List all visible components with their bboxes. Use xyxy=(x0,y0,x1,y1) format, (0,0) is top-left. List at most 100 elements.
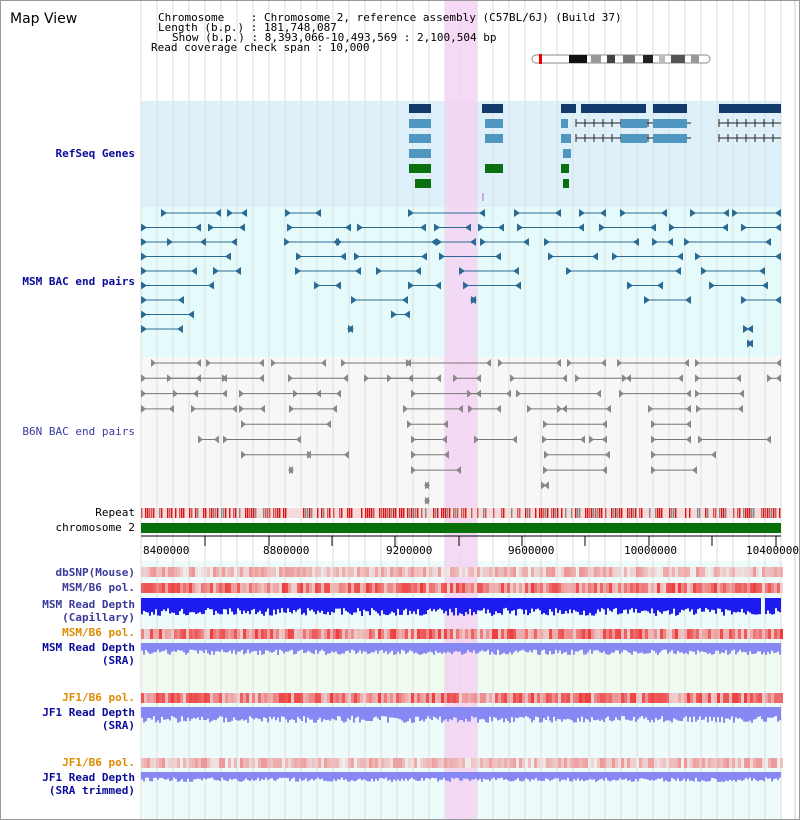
dbsnp-heat-cell xyxy=(321,567,324,577)
jf1-depth-bar xyxy=(557,707,559,719)
jf1-trim-depth-bar xyxy=(633,772,635,782)
msm-capillary-depth-bar xyxy=(301,598,303,615)
track-label-jf1-depth-trim[interactable]: JF1 Read Depth xyxy=(42,771,135,784)
jf1-depth-bar xyxy=(237,707,239,721)
jf1-depth-bar xyxy=(301,707,303,721)
repeat-element xyxy=(593,508,595,518)
msm-b6-pol-heat-cell xyxy=(348,583,351,593)
repeat-element xyxy=(153,508,155,518)
msm-capillary-depth-bar xyxy=(765,598,767,615)
dbsnp-heat-cell xyxy=(225,567,228,577)
jf1-depth-bar xyxy=(257,707,259,719)
msm-b6-pol-heat-cell xyxy=(468,583,471,593)
dbsnp-heat-cell xyxy=(180,567,183,577)
jf1-b6-pol-heat-cell xyxy=(417,693,420,703)
track-label-msm-b6-pol-sra[interactable]: MSM/B6 pol. xyxy=(62,626,135,639)
jf1-b6-pol-heat-cell xyxy=(141,693,144,703)
jf1-trim-depth-bar xyxy=(331,772,333,782)
msm-capillary-depth-bar xyxy=(623,598,625,610)
jf1-b6-pol-trim-heat-cell xyxy=(771,758,774,768)
msm-sra-depth-bar xyxy=(173,643,175,651)
jf1-depth-bar xyxy=(333,707,335,720)
msm-b6-pol-heat-cell xyxy=(192,583,195,593)
repeat-element xyxy=(205,508,207,518)
msm-b6-pol-sra-heat-cell xyxy=(570,629,573,639)
jf1-b6-pol-trim-heat-cell xyxy=(558,758,561,768)
track-label-repeat[interactable]: Repeat xyxy=(95,506,135,519)
msm-b6-pol-sra-heat-cell xyxy=(369,629,372,639)
track-label-b6n-bac[interactable]: B6N BAC end pairs xyxy=(22,425,135,438)
jf1-b6-pol-trim-heat-cell xyxy=(351,758,354,768)
repeat-element xyxy=(775,508,777,518)
jf1-b6-pol-trim-heat-cell xyxy=(525,758,528,768)
jf1-depth-bar xyxy=(755,707,757,719)
jf1-trim-depth-bar xyxy=(249,772,251,782)
repeat-element xyxy=(323,508,325,518)
msm-capillary-depth-bar xyxy=(413,598,415,612)
repeat-element xyxy=(333,508,335,518)
track-label-msm-bac[interactable]: MSM BAC end pairs xyxy=(22,275,135,288)
jf1-trim-depth-bar xyxy=(179,772,181,782)
jf1-b6-pol-heat-cell xyxy=(459,693,462,703)
jf1-trim-depth-bar xyxy=(457,772,459,779)
msm-bac-end xyxy=(415,267,421,275)
track-label-chromosome[interactable]: chromosome 2 xyxy=(55,521,135,534)
msm-capillary-depth-bar xyxy=(649,598,651,614)
track-label-dbsnp[interactable]: dbSNP(Mouse) xyxy=(55,566,135,579)
repeat-element xyxy=(615,508,617,518)
msm-capillary-depth-bar xyxy=(725,598,727,610)
jf1-depth-bar xyxy=(467,707,469,722)
msm-sra-depth-bar xyxy=(267,643,269,651)
jf1-b6-pol-trim-heat-cell xyxy=(702,758,705,768)
track-label-msm-depth-capillary[interactable]: MSM Read Depth xyxy=(42,598,135,611)
track-label-refseq[interactable]: RefSeq Genes xyxy=(55,147,135,160)
dbsnp-heat-cell xyxy=(186,567,189,577)
jf1-b6-pol-trim-heat-cell xyxy=(765,758,768,768)
jf1-trim-depth-bar xyxy=(199,772,201,780)
repeat-element xyxy=(525,508,527,518)
msm-b6-pol-sra-heat-cell xyxy=(585,629,588,639)
repeat-element xyxy=(527,508,529,518)
msm-capillary-depth-bar xyxy=(403,598,405,611)
jf1-trim-depth-bar xyxy=(501,772,503,778)
dbsnp-heat-cell xyxy=(666,567,669,577)
track-label-msm-depth-sra[interactable]: MSM Read Depth xyxy=(42,641,135,654)
msm-capillary-depth-bar xyxy=(371,598,373,609)
track-label-jf1-b6-pol[interactable]: JF1/B6 pol. xyxy=(62,691,135,704)
jf1-b6-pol-trim-heat-cell xyxy=(216,758,219,768)
b6n-bac-end xyxy=(686,404,691,413)
msm-bac-end xyxy=(188,310,194,319)
dbsnp-heat-cell xyxy=(759,567,762,577)
jf1-depth-bar xyxy=(319,707,321,718)
msm-b6-pol-heat-cell xyxy=(156,583,159,593)
jf1-b6-pol-heat-cell xyxy=(375,693,378,703)
track-label-jf1-b6-pol-trim[interactable]: JF1/B6 pol. xyxy=(62,756,135,769)
msm-b6-pol-sra-heat-cell xyxy=(690,629,693,639)
repeat-element xyxy=(273,508,275,518)
jf1-trim-depth-bar xyxy=(515,772,517,780)
jf1-b6-pol-trim-heat-cell xyxy=(144,758,147,768)
msm-b6-pol-heat-cell xyxy=(525,583,528,593)
msm-sra-depth-bar xyxy=(631,643,633,655)
jf1-trim-depth-bar xyxy=(425,772,427,779)
jf1-b6-pol-heat-cell xyxy=(564,693,567,703)
msm-b6-pol-heat-cell xyxy=(495,583,498,593)
jf1-trim-depth-bar xyxy=(553,772,555,779)
msm-b6-pol-heat-cell xyxy=(462,583,465,593)
msm-sra-depth-bar xyxy=(355,643,357,654)
dbsnp-heat-cell xyxy=(636,567,639,577)
gene-block xyxy=(563,149,571,158)
jf1-b6-pol-heat-cell xyxy=(636,693,639,703)
msm-sra-depth-bar xyxy=(287,643,289,652)
repeat-element xyxy=(541,508,543,518)
jf1-trim-depth-bar xyxy=(225,772,227,781)
track-label-jf1-depth[interactable]: JF1 Read Depth xyxy=(42,706,135,719)
msm-sra-depth-bar xyxy=(741,643,743,653)
msm-bac-end xyxy=(351,296,357,304)
track-label-msm-b6-pol[interactable]: MSM/B6 pol. xyxy=(62,581,135,594)
msm-b6-pol-heat-cell xyxy=(555,583,558,593)
jf1-b6-pol-heat-cell xyxy=(318,693,321,703)
jf1-trim-depth-bar xyxy=(557,772,559,779)
chromosome-ideogram[interactable] xyxy=(531,54,711,64)
